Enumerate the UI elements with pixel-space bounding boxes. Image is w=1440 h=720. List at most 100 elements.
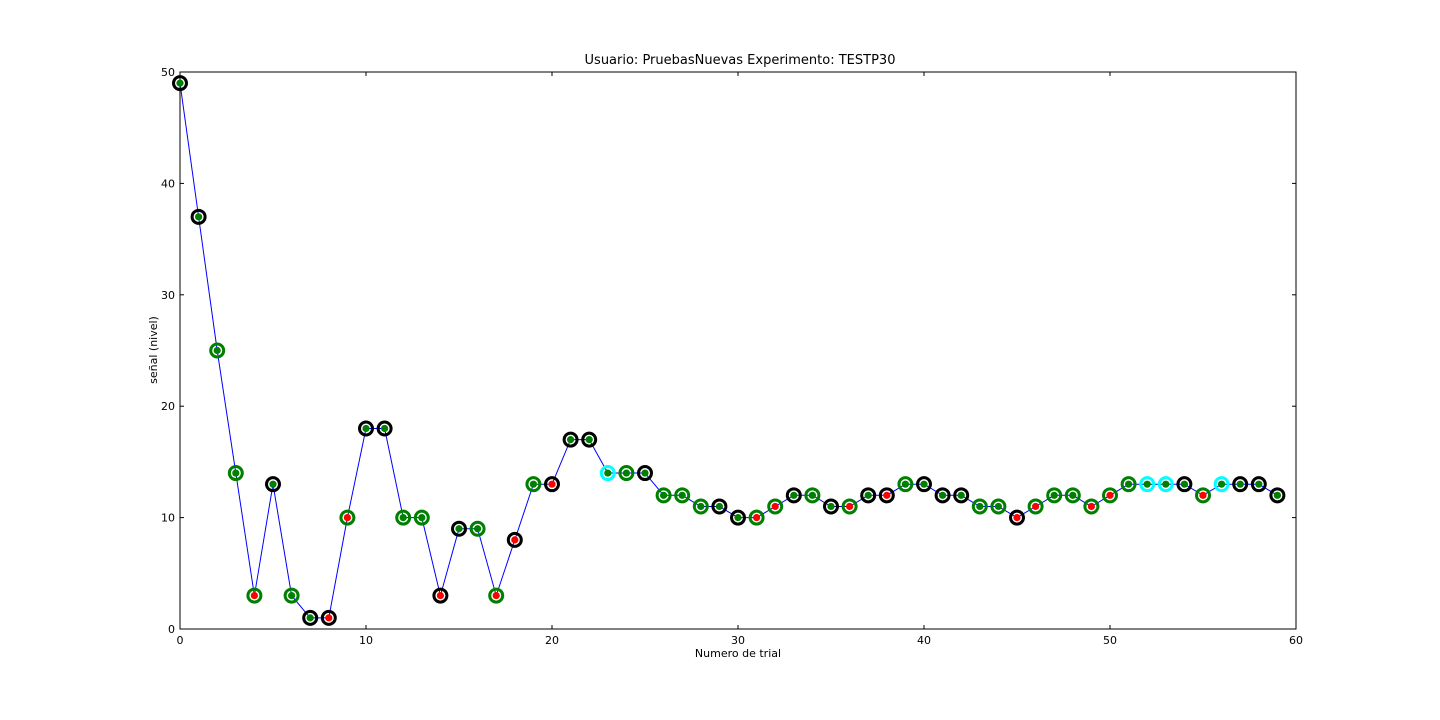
data-point [1069,491,1077,499]
data-point [381,424,389,433]
x-tick-label: 60 [1289,634,1303,647]
data-point-ring [692,498,709,515]
data-point-ring [730,509,746,526]
data-point [1013,514,1021,522]
data-point [288,591,296,600]
data-point-ring [897,476,914,493]
data-point-ring [1083,498,1100,515]
data-point-ring [767,498,784,515]
data-point [232,469,240,477]
data-point-ring [525,476,542,493]
data-point [771,502,779,511]
data-point [1162,480,1170,488]
data-point [195,213,203,221]
data-point [1180,480,1188,488]
data-point [697,502,705,511]
x-axis-title: Numero de trial [695,647,781,660]
data-point [604,469,612,477]
data-point-ring [190,208,207,225]
x-tick-label: 0 [177,634,184,647]
data-point [1199,491,1207,499]
data-point-ring [581,431,598,448]
data-point-ring [711,498,728,515]
data-point-ring [544,476,560,493]
data-point [343,514,351,522]
y-tick-label: 20 [161,400,175,413]
data-point-ring [1046,487,1063,504]
data-point [455,525,463,533]
data-point-ring [1120,476,1137,493]
data-point [567,436,575,444]
data-point-ring [971,498,988,515]
data-point-ring [358,420,374,437]
data-point-ring [916,476,932,493]
y-tick-label: 10 [161,512,175,525]
data-point [176,79,184,87]
x-tick-label: 30 [731,634,745,647]
data-point [827,502,835,511]
x-tick-label: 20 [545,634,559,647]
x-tick-label: 50 [1103,634,1117,647]
data-point [269,480,277,488]
data-point [957,491,965,499]
data-point [846,502,854,511]
data-point-ring [860,487,877,504]
data-point [901,480,910,488]
data-point-ring [451,520,467,537]
data-point [1255,480,1263,488]
y-tick-label: 40 [161,177,175,190]
data-point-ring [265,476,281,493]
data-point-ring [395,509,412,526]
data-point [864,491,872,499]
data-point [529,480,538,488]
data-point-ring [432,587,449,604]
data-point-ring [376,420,393,437]
data-point [1273,491,1281,499]
data-point-ring [841,498,858,515]
data-point [1032,502,1040,511]
data-point [1050,491,1058,499]
data-point [660,491,668,499]
data-point-ring [302,609,319,626]
data-point-ring [823,498,839,515]
markers-group [172,75,1286,626]
data-point-ring [1250,476,1267,493]
data-point-ring [990,498,1007,515]
data-point [511,536,519,544]
data-point-ring [934,487,951,504]
data-point [622,469,631,477]
data-point [492,591,500,600]
data-point [436,591,444,600]
data-point [790,491,798,499]
data-point [939,491,947,499]
data-point [641,469,649,477]
data-point-ring [469,520,486,537]
data-point-ring [1064,487,1081,504]
data-point [976,502,984,511]
data-point [213,346,221,355]
data-point [250,591,258,600]
data-point-ring [413,509,430,526]
data-point [585,436,593,444]
data-point [883,491,891,499]
data-point-ring [1195,487,1211,504]
y-tick-label: 50 [161,66,175,79]
data-point-ring [785,487,802,504]
data-point-ring [1269,487,1286,504]
data-point-ring [1139,476,1156,493]
chart-title: Usuario: PruebasNuevas Experimento: TEST… [585,53,896,68]
data-point-ring [618,465,635,482]
data-point [1143,480,1151,488]
data-point [418,514,426,522]
axis-ticks: 0 10 20 30 40 50 60 0 10 20 30 40 50 [161,66,1303,647]
data-point-ring [506,531,523,548]
data-point-ring [562,431,579,448]
data-point [715,502,724,511]
data-point-ring [953,487,970,504]
data-point-ring [1176,476,1193,493]
data-point-ring [1009,509,1025,526]
data-point [548,480,556,488]
data-point [306,614,314,622]
data-point [1218,480,1226,488]
